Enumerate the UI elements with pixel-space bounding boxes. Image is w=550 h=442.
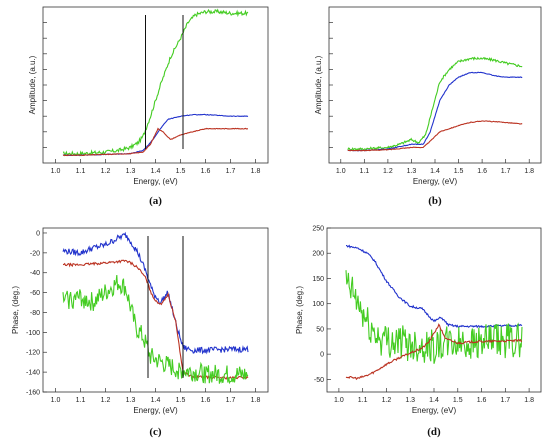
- series-line: [62, 231, 249, 355]
- x-tick-label: 1.1: [359, 168, 369, 175]
- x-axis-label: Energy, (eV): [133, 177, 178, 186]
- panel-caption: (c): [149, 426, 162, 438]
- x-tick-label: 1.3: [126, 397, 136, 404]
- x-tick-label: 1.0: [51, 168, 61, 175]
- series-line: [345, 323, 523, 381]
- y-tick-label: 0: [320, 352, 324, 359]
- x-tick-label: 1.3: [126, 168, 136, 175]
- y-tick-label: -160: [26, 390, 40, 397]
- x-tick-label: 1.3: [407, 168, 417, 175]
- panel-b: 1.0 1.1 1.2 1.3 1.4 1.5 1.6 1.7 1.8 Energy, (eV) A…: [314, 6, 542, 207]
- x-tick-label: 1.4: [151, 397, 161, 404]
- x-tick-label: 1.6: [477, 397, 487, 404]
- x-tick-label: 1.1: [76, 397, 86, 404]
- x-tick-label: 1.6: [477, 168, 487, 175]
- y-axis-label: Amplitude, (a.u.): [28, 55, 37, 114]
- y-tick-label: -40: [30, 270, 40, 277]
- series-line: [62, 127, 248, 157]
- x-tick-label: 1.8: [251, 168, 261, 175]
- panel-caption: (a): [149, 195, 162, 207]
- x-tick-label: 1.8: [251, 397, 261, 404]
- x-tick-label: 1.3: [405, 397, 415, 404]
- x-tick-label: 1.8: [524, 168, 534, 175]
- y-tick-label: -100: [26, 330, 40, 337]
- series-line: [62, 274, 249, 385]
- x-tick-label: 1.2: [101, 397, 111, 404]
- y-axis-label: Phase, (deg.): [295, 286, 304, 334]
- x-tick-label: 1.6: [201, 168, 211, 175]
- x-axis-label: Energy, (eV): [413, 177, 458, 186]
- y-axis-label: Amplitude, (a.u.): [314, 55, 323, 114]
- series-line: [62, 259, 249, 380]
- y-tick-label: 200: [312, 251, 324, 258]
- x-tick-label: 1.0: [336, 168, 346, 175]
- x-tick-label: 1.4: [430, 168, 440, 175]
- x-tick-label: 1.6: [201, 397, 211, 404]
- x-tick-label: 1.8: [524, 397, 534, 404]
- series-line: [345, 270, 523, 364]
- y-tick-label: 150: [312, 276, 324, 283]
- x-tick-label: 1.1: [358, 397, 368, 404]
- x-tick-label: 1.2: [382, 397, 392, 404]
- y-tick-label: 50: [316, 326, 324, 333]
- y-tick-label: -60: [30, 290, 40, 297]
- panel-caption: (b): [428, 195, 442, 207]
- x-tick-label: 1.5: [176, 168, 186, 175]
- x-tick-label: 1.7: [500, 397, 510, 404]
- panel-caption: (d): [427, 426, 441, 438]
- y-axis-label: Phase, (deg.): [11, 286, 20, 334]
- series-line: [347, 120, 523, 152]
- x-tick-label: 1.5: [454, 168, 464, 175]
- x-tick-label: 1.5: [176, 397, 186, 404]
- x-axis-label: Energy, (eV): [133, 406, 178, 415]
- x-tick-label: 1.4: [151, 168, 161, 175]
- plot-frame: [42, 6, 269, 164]
- series-line: [347, 71, 523, 152]
- x-axis-label: Energy, (eV): [412, 406, 457, 415]
- panel-d: 1.0 1.1 1.2 1.3 1.4 1.5 1.6 1.7 1.8 250 200 150 100 5…: [295, 226, 542, 438]
- y-tick-label: -20: [30, 250, 40, 257]
- y-tick-label: 0: [36, 230, 40, 237]
- y-tick-label: 100: [312, 301, 324, 308]
- y-tick-label: -80: [30, 310, 40, 317]
- x-tick-label: 1.4: [429, 397, 439, 404]
- series-line: [62, 8, 249, 157]
- series-line: [346, 244, 523, 329]
- x-tick-label: 1.0: [334, 397, 344, 404]
- panel-c: 1.0 1.1 1.2 1.3 1.4 1.5 1.6 1.7 1.8 0 -20 -40 -60 -80…: [11, 227, 269, 438]
- x-tick-label: 1.2: [101, 168, 111, 175]
- x-tick-label: 1.7: [226, 397, 236, 404]
- y-tick-label: -120: [26, 350, 40, 357]
- x-tick-label: 1.2: [383, 168, 393, 175]
- y-tick-label: 250: [312, 226, 324, 233]
- x-tick-label: 1.7: [226, 168, 236, 175]
- series-line: [347, 56, 523, 152]
- x-tick-label: 1.0: [51, 397, 61, 404]
- plot-frame: [328, 6, 542, 164]
- y-tick-label: -140: [26, 370, 40, 377]
- x-tick-label: 1.5: [453, 397, 463, 404]
- x-tick-label: 1.1: [76, 168, 86, 175]
- x-tick-label: 1.7: [501, 168, 511, 175]
- y-tick-label: -50: [314, 377, 324, 384]
- panel-a: 1.0 1.1 1.2 1.3 1.4 1.5 1.6 1.7 1.8 Energy, (eV) A…: [28, 6, 269, 207]
